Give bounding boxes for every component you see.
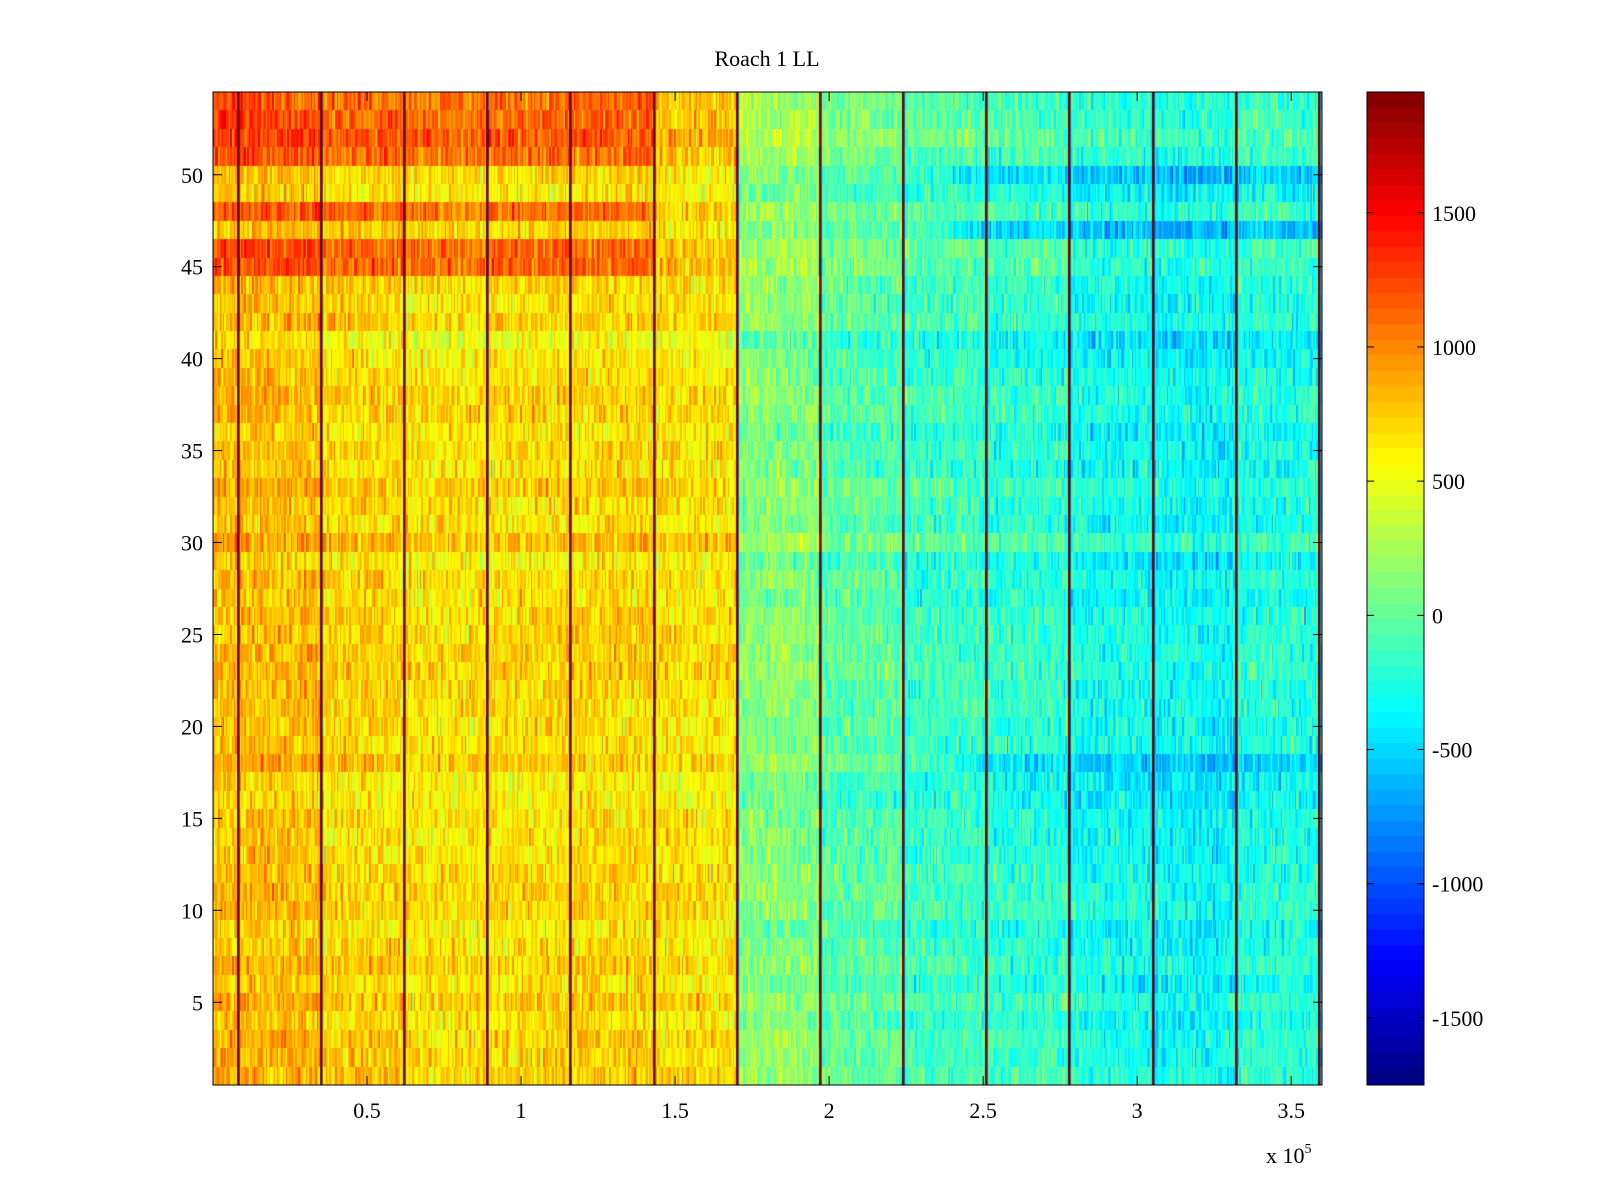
y-tick-label: 5 [192,990,203,1015]
x-tick-label: 3 [1132,1098,1143,1123]
x-axis-ticks: 0.5 1 1.5 2 2.5 3 3.5 [353,92,1305,1123]
colorbar-tick-label: 1500 [1432,201,1476,226]
x-multiplier-label: x 105 [1266,1142,1312,1168]
y-tick-label: 40 [181,347,203,372]
y-axis-ticks: 5 10 15 20 25 30 35 40 45 50 [181,163,1322,1015]
y-tick-label: 25 [181,622,203,647]
y-tick-label: 30 [181,531,203,556]
x-tick-label: 2 [824,1098,835,1123]
y-tick-label: 10 [181,898,203,923]
y-tick-label: 45 [181,255,203,280]
x-tick-label: 2.5 [969,1098,997,1123]
x-tick-label: 3.5 [1277,1098,1305,1123]
colorbar-tick-label: 0 [1432,603,1443,628]
plot-frame [212,91,1323,1086]
x-tick-label: 1.5 [661,1098,689,1123]
colorbar-frame [1366,91,1425,1086]
colorbar-tick-label: -1500 [1432,1006,1483,1031]
x-tick-label: 1 [516,1098,527,1123]
y-tick-label: 15 [181,806,203,831]
heatmap-image [213,92,1322,1085]
colorbar-tick-label: 500 [1432,469,1465,494]
x-tick-label: 0.5 [353,1098,381,1123]
colorbar-tick-label: -500 [1432,738,1472,763]
colorbar-tick-label: 1000 [1432,335,1476,360]
y-tick-label: 50 [181,163,203,188]
y-tick-label: 20 [181,714,203,739]
colorbar-tick-label: -1000 [1432,872,1483,897]
y-tick-label: 35 [181,439,203,464]
chart-title: Roach 1 LL [714,46,819,71]
colorbar-ticks: 1500 1000 500 0 -500 -1000 -1500 [1367,201,1483,1031]
colorbar-image [1367,92,1424,1085]
